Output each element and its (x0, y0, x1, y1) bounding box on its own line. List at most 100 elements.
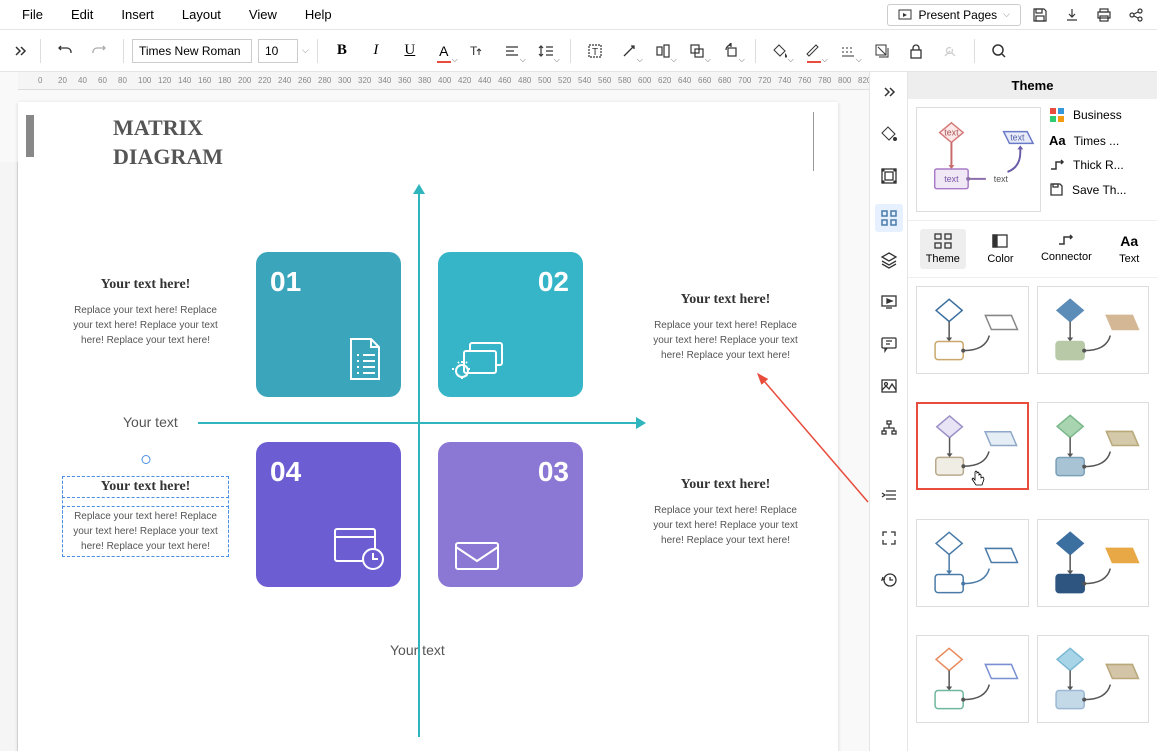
line-spacing-button[interactable]: ⌵ (530, 36, 562, 66)
svg-text:T: T (470, 44, 478, 58)
quadrant-4[interactable]: 04 (256, 442, 401, 587)
theme-panel-title: Theme (908, 72, 1157, 99)
bold-button[interactable]: B (326, 36, 358, 66)
comments-panel-icon[interactable] (875, 330, 903, 358)
shape-align-button[interactable]: ⌵ (647, 36, 679, 66)
theme-grid (908, 278, 1157, 751)
connector-button[interactable]: ⌵ (613, 36, 645, 66)
menu-insert[interactable]: Insert (107, 3, 168, 26)
browser-clock-icon (331, 525, 387, 573)
theme-panel-icon[interactable] (875, 204, 903, 232)
text-case-button[interactable]: T (462, 36, 494, 66)
shadow-button[interactable] (866, 36, 898, 66)
lock-button[interactable] (900, 36, 932, 66)
diagram-title-1[interactable]: MATRIX (113, 114, 223, 143)
vertical-ruler (0, 162, 18, 751)
fullscreen-icon[interactable] (875, 524, 903, 552)
text-3-head: Your text here! (643, 477, 808, 493)
theme-thumb-5[interactable] (1037, 519, 1150, 607)
text-block-3[interactable]: Your text here! Replace your text here! … (643, 477, 808, 548)
svg-text:text: text (944, 174, 959, 184)
quad-2-number: 02 (452, 266, 569, 298)
align-button[interactable]: ⌵ (496, 36, 528, 66)
history-icon[interactable] (875, 566, 903, 594)
tab-connector[interactable]: Connector (1035, 229, 1098, 269)
font-color-button[interactable]: A⌵ (428, 36, 460, 66)
quadrant-1[interactable]: 01 (256, 252, 401, 397)
font-size-select[interactable] (258, 39, 298, 63)
theme-thumb-0[interactable] (916, 286, 1029, 374)
svg-text:text: text (994, 174, 1009, 184)
download-icon[interactable] (1059, 2, 1085, 28)
text-2-body: Replace your text here! Replace your tex… (643, 318, 808, 363)
theme-thumb-3[interactable] (1037, 402, 1150, 490)
theme-option-connector[interactable]: Thick R... (1049, 158, 1149, 172)
theme-thumb-6[interactable] (916, 635, 1029, 723)
menu-layout[interactable]: Layout (168, 3, 235, 26)
text-block-1[interactable]: Your text here! Replace your text here! … (63, 277, 228, 348)
collapse-right-icon[interactable] (875, 78, 903, 106)
fill-button[interactable]: ⌵ (764, 36, 796, 66)
share-icon[interactable] (1123, 2, 1149, 28)
image-panel-icon[interactable] (875, 162, 903, 190)
search-button[interactable] (983, 36, 1015, 66)
expand-left-icon[interactable] (8, 44, 32, 58)
quad-1-number: 01 (270, 266, 387, 298)
axis-label-y[interactable]: Your text (390, 642, 445, 658)
text-block-4-selected[interactable]: Your text here! Replace your text here! … (63, 477, 228, 556)
quad-3-number: 03 (452, 456, 569, 488)
text-box-button[interactable]: T (579, 36, 611, 66)
right-icon-strip (869, 72, 907, 751)
document-list-icon (343, 335, 387, 383)
menu-help[interactable]: Help (291, 3, 346, 26)
tab-theme[interactable]: Theme (920, 229, 966, 269)
group-button[interactable]: ⌵ (681, 36, 713, 66)
theme-option-business[interactable]: Business (1049, 107, 1149, 123)
menu-view[interactable]: View (235, 3, 291, 26)
tab-color[interactable]: Color (981, 229, 1019, 269)
font-family-select[interactable] (132, 39, 252, 63)
quadrant-3[interactable]: 03 (438, 442, 583, 587)
quadrant-2[interactable]: 02 (438, 252, 583, 397)
line-color-button[interactable]: ⌵ (798, 36, 830, 66)
indent-panel-icon[interactable] (875, 482, 903, 510)
save-icon[interactable] (1027, 2, 1053, 28)
canvas-page[interactable]: MATRIX DIAGRAM Your text Your text 01 02… (18, 102, 838, 751)
text-block-2[interactable]: Your text here! Replace your text here! … (643, 292, 808, 363)
hierarchy-panel-icon[interactable] (875, 414, 903, 442)
theme-option-save[interactable]: Save Th... (1049, 182, 1149, 197)
print-icon[interactable] (1091, 2, 1117, 28)
fill-panel-icon[interactable] (875, 120, 903, 148)
quad-4-number: 04 (270, 456, 387, 488)
slides-panel-icon[interactable] (875, 288, 903, 316)
axis-horizontal[interactable] (198, 422, 638, 424)
text-4-head: Your text here! (63, 477, 228, 497)
toolbar: ⌵ B I U A⌵ T ⌵ ⌵ T ⌵ ⌵ ⌵ ⌵ ⌵ ⌵ ⌵ (0, 30, 1157, 72)
theme-option-font[interactable]: Aa Times ... (1049, 133, 1149, 148)
italic-button[interactable]: I (360, 36, 392, 66)
envelope-icon (452, 535, 502, 573)
diagram-title-2[interactable]: DIAGRAM (113, 143, 223, 172)
underline-button[interactable]: U (394, 36, 426, 66)
menu-edit[interactable]: Edit (57, 3, 107, 26)
layers-panel-icon[interactable] (875, 246, 903, 274)
present-pages-button[interactable]: Present Pages ⌵ (887, 4, 1021, 26)
theme-panel: Theme text text text text (907, 72, 1157, 751)
present-pages-label: Present Pages (918, 8, 997, 22)
svg-text:text: text (1010, 132, 1025, 142)
theme-thumb-1[interactable] (1037, 286, 1150, 374)
rotation-handle[interactable] (141, 455, 150, 464)
menu-file[interactable]: File (8, 3, 57, 26)
theme-thumb-2[interactable] (916, 402, 1029, 490)
tools-button[interactable] (934, 36, 966, 66)
undo-button[interactable] (49, 36, 81, 66)
tab-text[interactable]: Aa Text (1113, 229, 1145, 269)
canvas-area[interactable]: 0204060801001201401601802002202402602803… (0, 72, 869, 751)
theme-thumb-4[interactable] (916, 519, 1029, 607)
rotate-button[interactable]: ⌵ (715, 36, 747, 66)
picture-panel-icon[interactable] (875, 372, 903, 400)
axis-label-x[interactable]: Your text (123, 414, 178, 430)
line-style-button[interactable]: ⌵ (832, 36, 864, 66)
theme-thumb-7[interactable] (1037, 635, 1150, 723)
redo-button[interactable] (83, 36, 115, 66)
